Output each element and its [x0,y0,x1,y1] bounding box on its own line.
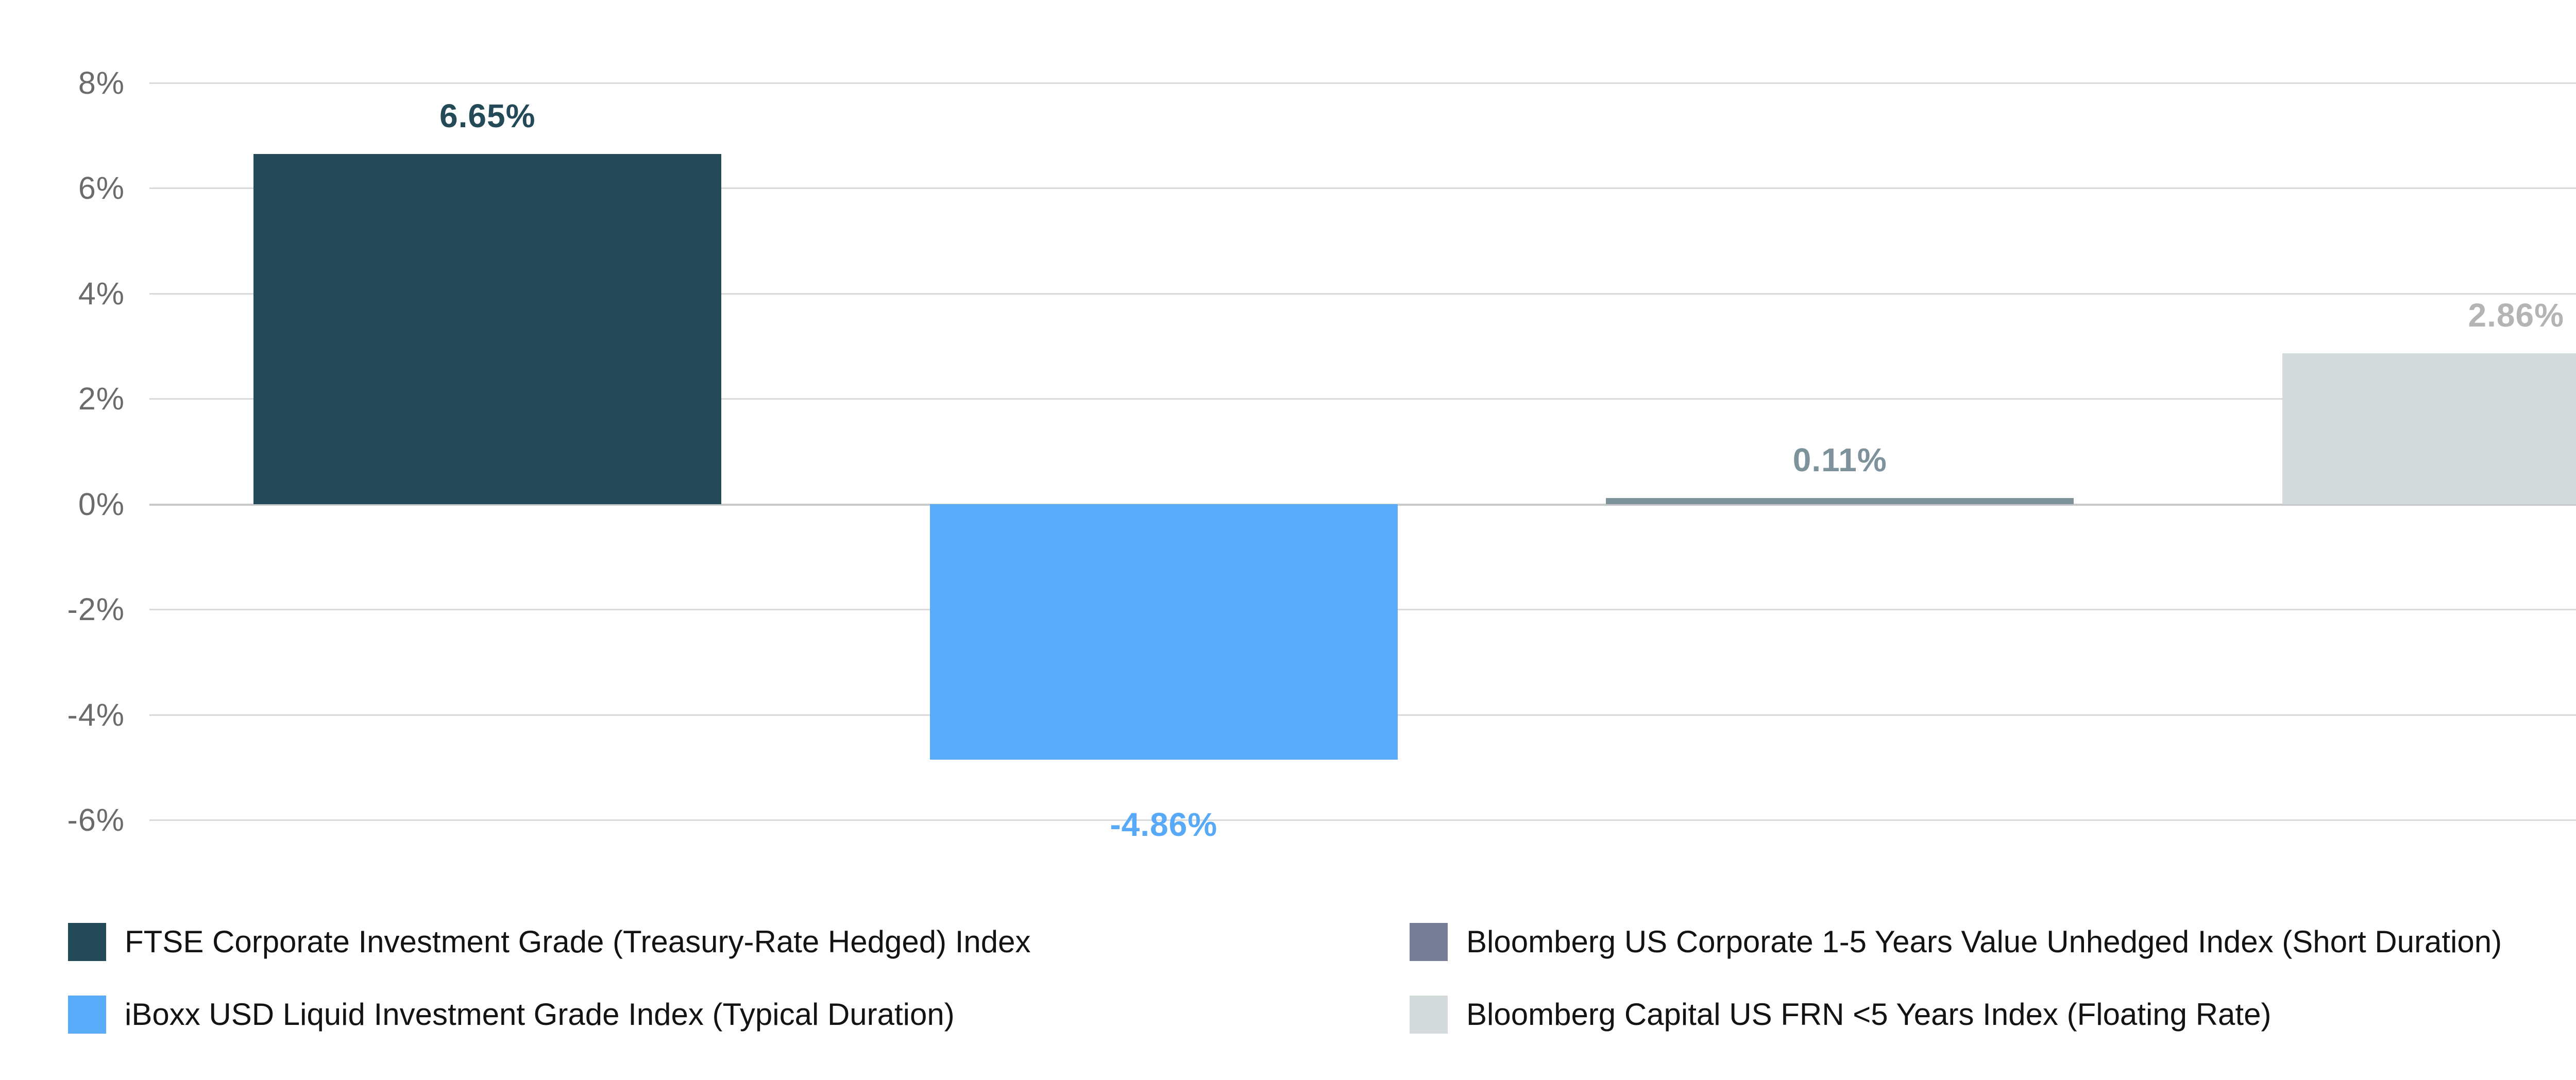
legend-item-3: Bloomberg Capital US FRN <5 Years Index … [1410,996,2271,1034]
legend-label: FTSE Corporate Investment Grade (Treasur… [125,924,1031,959]
legend-item-0: FTSE Corporate Investment Grade (Treasur… [68,923,1031,961]
bar-value-label-1: -4.86% [1110,806,1218,844]
y-axis-tick-label: -6% [67,802,125,837]
legend-swatch-icon [68,996,106,1034]
legend-item-2: Bloomberg US Corporate 1-5 Years Value U… [1410,923,2502,961]
y-axis-tick-label: -2% [67,592,125,627]
gridline-2pct [149,398,2576,400]
gridline-4pct [149,293,2576,295]
bar-value-label-3: 2.86% [2468,297,2564,334]
bar-value-label-2: 0.11% [1792,441,1887,479]
legend-swatch-icon [1410,996,1448,1034]
legend-swatch-icon [68,923,106,961]
legend-swatch-icon [1410,923,1448,961]
bar-value-label-0: 6.65% [439,97,536,134]
bar-series-2 [1606,498,2074,504]
legend-label: Bloomberg US Corporate 1-5 Years Value U… [1466,924,2502,959]
bar-series-3 [2282,353,2576,504]
legend-item-1: iBoxx USD Liquid Investment Grade Index … [68,996,955,1034]
y-axis-tick-label: 0% [78,486,125,522]
gridline-neg6pct [149,819,2576,821]
y-axis-tick-label: -4% [67,697,125,732]
legend-label: Bloomberg Capital US FRN <5 Years Index … [1466,997,2272,1032]
y-axis-tick-label: 6% [78,170,125,206]
legend-label: iBoxx USD Liquid Investment Grade Index … [125,997,955,1032]
y-axis-tick-label: 4% [78,276,125,311]
bar-series-0 [253,153,722,504]
y-axis-tick-label: 8% [78,65,125,100]
gridline-8pct [149,82,2576,84]
y-axis-tick-label: 2% [78,381,125,417]
gridline-6pct [149,187,2576,190]
bar-series-1 [929,504,1398,760]
